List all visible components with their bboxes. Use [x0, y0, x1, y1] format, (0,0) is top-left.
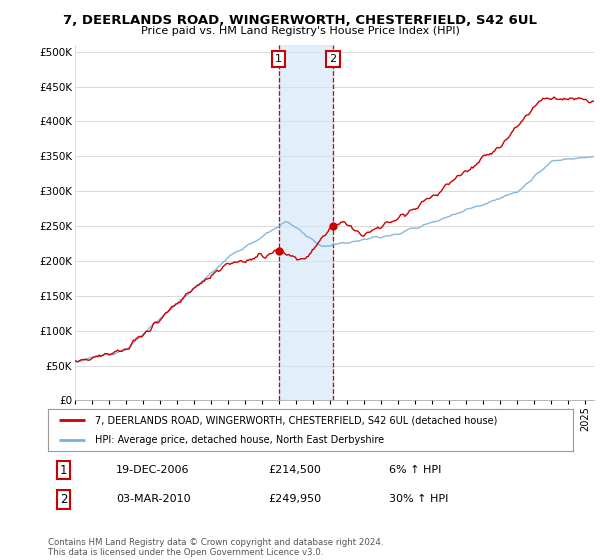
Text: 30% ↑ HPI: 30% ↑ HPI [389, 494, 449, 505]
Text: HPI: Average price, detached house, North East Derbyshire: HPI: Average price, detached house, Nort… [95, 435, 385, 445]
Text: 7, DEERLANDS ROAD, WINGERWORTH, CHESTERFIELD, S42 6UL (detached house): 7, DEERLANDS ROAD, WINGERWORTH, CHESTERF… [95, 415, 497, 425]
Text: 1: 1 [60, 464, 67, 477]
Text: 2: 2 [329, 54, 337, 64]
Text: 6% ↑ HPI: 6% ↑ HPI [389, 465, 442, 475]
Text: 1: 1 [275, 54, 282, 64]
Text: Contains HM Land Registry data © Crown copyright and database right 2024.
This d: Contains HM Land Registry data © Crown c… [48, 538, 383, 557]
Text: 19-DEC-2006: 19-DEC-2006 [116, 465, 190, 475]
Text: 2: 2 [60, 493, 67, 506]
Text: 7, DEERLANDS ROAD, WINGERWORTH, CHESTERFIELD, S42 6UL: 7, DEERLANDS ROAD, WINGERWORTH, CHESTERF… [63, 14, 537, 27]
Text: £214,500: £214,500 [269, 465, 322, 475]
Bar [278, 45, 333, 400]
Text: 03-MAR-2010: 03-MAR-2010 [116, 494, 191, 505]
Text: £249,950: £249,950 [269, 494, 322, 505]
Text: Price paid vs. HM Land Registry's House Price Index (HPI): Price paid vs. HM Land Registry's House … [140, 26, 460, 36]
